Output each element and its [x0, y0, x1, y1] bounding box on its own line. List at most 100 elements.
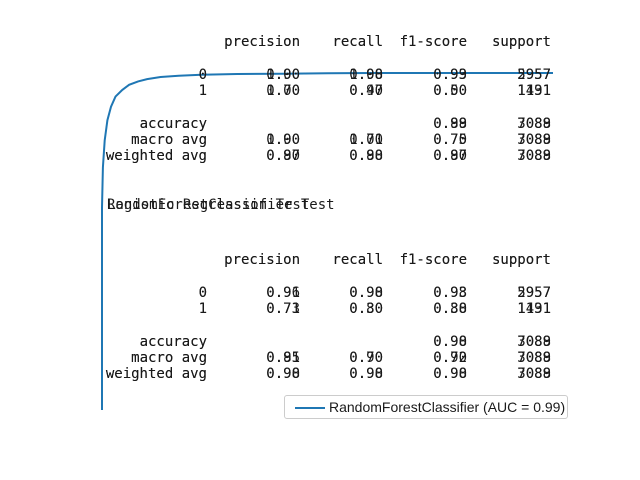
- report-0-layer-1-row-4-support: 3089: [517, 132, 551, 148]
- report-1-layer-0-row-5-precision: 0.98: [266, 366, 300, 382]
- report-0-layer-0-row-1-support: 5957: [517, 67, 551, 83]
- report-1-layer-0-row-5-support: 3089: [517, 366, 551, 382]
- report-1-layer-1-row-3-f1: 0.98: [433, 334, 467, 350]
- report-0-layer-1-row-1-recall: 0.98: [349, 67, 383, 83]
- report-1-layer-1-row-0-recall: recall: [332, 252, 383, 268]
- report-1-layer-0-row-2-f1: 0.80: [433, 301, 467, 317]
- report-0-layer-1-row-5-label: weighted avg: [106, 148, 207, 164]
- report-0-layer-0-row-0-recall: recall: [332, 34, 383, 50]
- report-0-layer-1-row-4-recall: 1.00: [349, 132, 383, 148]
- report-0-layer-1-row-1-support: 2957: [517, 67, 551, 83]
- report-1-layer-0-row-1-f1: 0.93: [433, 285, 467, 301]
- report-0-layer-0-row-5-recall: 0.98: [349, 148, 383, 164]
- legend-label: RandomForestClassifier (AUC = 0.99): [329, 399, 566, 415]
- report-title-0: RandomForestClassifier Test: [107, 197, 335, 213]
- report-1-layer-0-row-2-support: 1131: [517, 301, 551, 317]
- report-1-layer-1-row-4-support: 7088: [517, 350, 551, 366]
- report-0-layer-0-row-4-f1: 0.75: [433, 132, 467, 148]
- report-0-layer-0-row-2-recall: 0.97: [349, 83, 383, 99]
- report-0-layer-0-row-0-precision: precision: [224, 34, 300, 50]
- report-0-layer-1-row-5-f1: 0.80: [433, 148, 467, 164]
- report-0-layer-1-row-3-f1: 0.88: [433, 116, 467, 132]
- report-0-layer-1-row-0-support: support: [492, 34, 551, 50]
- report-1-layer-1-row-1-f1: 0.98: [433, 285, 467, 301]
- report-0-layer-1-row-0-f1: f1-score: [400, 34, 467, 50]
- report-1-layer-1-row-1-precision: 0.91: [266, 285, 300, 301]
- report-1-layer-0-row-5-recall: 0.98: [349, 366, 383, 382]
- report-0-layer-0-row-2-label: 1: [199, 83, 207, 99]
- report-0-layer-0-row-1-f1: 0.99: [433, 67, 467, 83]
- report-1-layer-0-row-0-support: support: [492, 252, 551, 268]
- report-1-layer-1-row-5-f1: 0.90: [433, 366, 467, 382]
- report-0-layer-1-row-5-precision: 0.80: [266, 148, 300, 164]
- report-1-layer-1-row-1-support: 5957: [517, 285, 551, 301]
- report-1-layer-0-row-2-recall: 0.80: [349, 301, 383, 317]
- report-0-layer-0-row-0-support: support: [492, 34, 551, 50]
- report-1-layer-1-row-5-support: 7088: [517, 366, 551, 382]
- roc-plot-area: [101, 72, 553, 410]
- report-1-layer-0-row-4-precision: 0.85: [266, 350, 300, 366]
- report-1-layer-0-row-3-f1: 0.90: [433, 334, 467, 350]
- report-1-layer-0-row-0-recall: recall: [332, 252, 383, 268]
- report-0-layer-1-row-2-precision: 1.00: [266, 83, 300, 99]
- report-0-layer-0-row-2-support: 1131: [517, 83, 551, 99]
- report-0-layer-1-row-2-recall: 0.40: [349, 83, 383, 99]
- report-1-layer-0-row-1-precision: 0.96: [266, 285, 300, 301]
- report-1-layer-0-row-4-f1: 0.72: [433, 350, 467, 366]
- report-0-layer-0-row-5-support: 7088: [517, 148, 551, 164]
- report-0-layer-0-row-1-recall: 1.00: [349, 67, 383, 83]
- report-0-layer-0-row-4-precision: 0.90: [266, 132, 300, 148]
- report-0-layer-0-row-4-label: macro avg: [131, 132, 207, 148]
- report-1-layer-1-row-2-label: 1: [199, 301, 207, 317]
- report-1-layer-0-row-0-f1: f1-score: [400, 252, 467, 268]
- report-0-layer-1-row-4-label: macro avg: [131, 132, 207, 148]
- report-0-layer-0-row-5-precision: 0.97: [266, 148, 300, 164]
- report-1-layer-1-row-2-recall: 0.30: [349, 301, 383, 317]
- report-0-layer-0-row-3-support: 7088: [517, 116, 551, 132]
- report-0-layer-0-row-1-label: 0: [199, 67, 207, 83]
- report-1-layer-0-row-5-f1: 0.98: [433, 366, 467, 382]
- report-0-layer-0-row-2-f1: 0.50: [433, 83, 467, 99]
- report-1-layer-1-row-5-label: weighted avg: [106, 366, 207, 382]
- report-0-layer-1-row-2-label: 1: [199, 83, 207, 99]
- report-0-layer-0-row-3-f1: 0.99: [433, 116, 467, 132]
- legend: RandomForestClassifier (AUC = 0.99): [284, 395, 568, 419]
- report-1-layer-1-row-0-support: support: [492, 252, 551, 268]
- report-0-layer-0-row-4-support: 7088: [517, 132, 551, 148]
- report-0-layer-1-row-1-precision: 0.90: [266, 67, 300, 83]
- report-1-layer-1-row-2-f1: 0.38: [433, 301, 467, 317]
- report-1-layer-1-row-5-recall: 0.90: [349, 366, 383, 382]
- report-0-layer-1-row-1-f1: 0.93: [433, 67, 467, 83]
- report-1-layer-1-row-3-support: 7088: [517, 334, 551, 350]
- report-1-layer-1-row-0-f1: f1-score: [400, 252, 467, 268]
- report-0-layer-1-row-0-recall: recall: [332, 34, 383, 50]
- report-0-layer-0-row-1-precision: 1.00: [266, 67, 300, 83]
- report-1-layer-1-row-0-precision: precision: [224, 252, 300, 268]
- report-1-layer-1-row-4-recall: 0.90: [349, 350, 383, 366]
- report-0-layer-1-row-4-f1: 0.70: [433, 132, 467, 148]
- report-1-layer-0-row-4-support: 3089: [517, 350, 551, 366]
- report-1-layer-1-row-4-label: macro avg: [131, 350, 207, 366]
- report-1-layer-0-row-4-recall: 0.70: [349, 350, 383, 366]
- report-0-layer-0-row-3-label: accuracy: [140, 116, 207, 132]
- report-1-layer-1-row-1-recall: 0.98: [349, 285, 383, 301]
- report-1-layer-0-row-4-label: macro avg: [131, 350, 207, 366]
- report-1-layer-0-row-5-label: weighted avg: [106, 366, 207, 382]
- roc-curve-series-0: [101, 72, 553, 410]
- report-0-layer-0-row-5-label: weighted avg: [106, 148, 207, 164]
- report-1-layer-0-row-0-precision: precision: [224, 252, 300, 268]
- report-0-layer-1-row-1-label: 0: [199, 67, 207, 83]
- report-1-layer-0-row-1-recall: 0.90: [349, 285, 383, 301]
- report-1-layer-0-row-2-precision: 0.73: [266, 301, 300, 317]
- report-0-layer-1-row-3-support: 3089: [517, 116, 551, 132]
- legend-line-swatch: [295, 407, 325, 409]
- report-1-layer-1-row-2-support: 1491: [517, 301, 551, 317]
- report-0-layer-1-row-2-f1: 0.00: [433, 83, 467, 99]
- report-1-layer-0-row-2-label: 1: [199, 301, 207, 317]
- report-1-layer-1-row-1-label: 0: [199, 285, 207, 301]
- report-0-layer-1-row-4-precision: 1.00: [266, 132, 300, 148]
- report-title-1: Logistic Regression Test: [107, 197, 309, 213]
- report-0-layer-0-row-4-recall: 0.71: [349, 132, 383, 148]
- report-0-layer-0-row-0-f1: f1-score: [400, 34, 467, 50]
